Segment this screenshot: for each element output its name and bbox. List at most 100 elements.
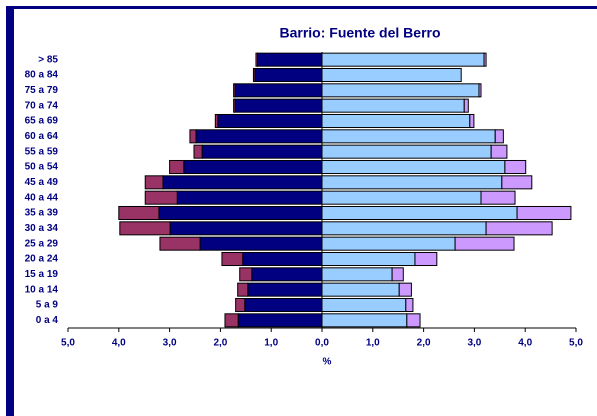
bar bbox=[463, 98, 469, 113]
bar bbox=[235, 297, 246, 313]
x-tick-label: 4,0 bbox=[518, 338, 532, 349]
frame-top bbox=[6, 6, 597, 9]
bar bbox=[321, 282, 400, 297]
x-tick-label: 5,0 bbox=[569, 338, 583, 349]
bar bbox=[321, 98, 465, 113]
frame-left bbox=[6, 6, 14, 416]
bar bbox=[221, 251, 244, 267]
x-tick-label: 1,0 bbox=[264, 338, 278, 349]
bar bbox=[242, 251, 323, 267]
y-tick-label: 30 a 34 bbox=[25, 223, 59, 234]
bar bbox=[144, 190, 178, 205]
bar bbox=[516, 205, 572, 221]
bar bbox=[321, 144, 492, 159]
y-tick-label: 65 a 69 bbox=[25, 116, 59, 127]
y-tick-label: 60 a 64 bbox=[25, 131, 59, 142]
bar bbox=[321, 205, 518, 221]
x-tick-label: 3,0 bbox=[467, 338, 481, 349]
y-tick-label: 80 a 84 bbox=[25, 70, 59, 81]
bar bbox=[119, 221, 171, 236]
x-tick-label: 0,0 bbox=[315, 338, 329, 349]
bar bbox=[195, 129, 323, 144]
bar bbox=[504, 159, 527, 175]
bar bbox=[321, 113, 471, 129]
bar bbox=[169, 159, 185, 175]
bar bbox=[234, 83, 323, 98]
bar bbox=[391, 267, 404, 282]
y-tick-label: 35 a 39 bbox=[25, 208, 59, 219]
bar bbox=[234, 98, 323, 113]
bar bbox=[239, 267, 253, 282]
bar bbox=[483, 52, 487, 67]
x-tick-label: 4,0 bbox=[112, 338, 126, 349]
x-tick-label: 3,0 bbox=[163, 338, 177, 349]
bar bbox=[144, 175, 164, 190]
bar bbox=[494, 129, 504, 144]
x-tick-label: 5,0 bbox=[61, 338, 75, 349]
x-axis-label: % bbox=[323, 357, 332, 368]
bar bbox=[321, 297, 407, 313]
bar bbox=[237, 313, 323, 328]
bar bbox=[199, 236, 323, 251]
bar bbox=[169, 221, 323, 236]
bar bbox=[405, 297, 414, 313]
bar bbox=[478, 83, 482, 98]
y-tick-label: 15 a 19 bbox=[25, 269, 59, 280]
bar bbox=[398, 282, 412, 297]
bar bbox=[321, 52, 485, 67]
y-tick-label: 25 a 29 bbox=[25, 238, 59, 249]
y-tick-label: 40 a 44 bbox=[25, 192, 59, 203]
y-tick-label: 75 a 79 bbox=[25, 85, 59, 96]
bar bbox=[321, 190, 482, 205]
bar bbox=[490, 144, 508, 159]
bar bbox=[162, 175, 323, 190]
bar bbox=[321, 267, 393, 282]
x-tick-label: 2,0 bbox=[417, 338, 431, 349]
bar bbox=[189, 129, 197, 144]
bar bbox=[321, 159, 506, 175]
bar bbox=[485, 221, 553, 236]
y-tick-label: 5 a 9 bbox=[36, 300, 59, 311]
bar bbox=[414, 251, 438, 267]
bar bbox=[233, 98, 236, 113]
y-tick-label: 20 a 24 bbox=[25, 254, 59, 265]
bar bbox=[224, 313, 239, 328]
bar bbox=[256, 52, 323, 67]
bar bbox=[321, 83, 480, 98]
bar bbox=[214, 113, 219, 129]
chart-title: Barrio: Fuente del Berro bbox=[279, 25, 440, 41]
bar bbox=[321, 175, 503, 190]
y-tick-label: 55 a 59 bbox=[25, 146, 59, 157]
bar bbox=[158, 205, 323, 221]
bar bbox=[193, 144, 203, 159]
y-tick-label: 0 a 4 bbox=[36, 315, 59, 326]
bar bbox=[252, 67, 256, 83]
bar bbox=[255, 52, 258, 67]
y-tick-label: > 85 bbox=[38, 54, 58, 65]
y-tick-label: 10 a 14 bbox=[25, 284, 59, 295]
bar bbox=[159, 236, 201, 251]
bar bbox=[247, 282, 323, 297]
bar bbox=[183, 159, 323, 175]
y-tick-label: 45 a 49 bbox=[25, 177, 59, 188]
bar bbox=[321, 251, 416, 267]
bar bbox=[321, 67, 462, 83]
y-tick-label: 70 a 74 bbox=[25, 100, 59, 111]
bar bbox=[321, 313, 408, 328]
bar bbox=[321, 129, 496, 144]
bar bbox=[406, 313, 421, 328]
x-tick-label: 2,0 bbox=[213, 338, 227, 349]
bar bbox=[254, 67, 323, 83]
bar bbox=[217, 113, 323, 129]
bar bbox=[480, 190, 516, 205]
bar bbox=[201, 144, 323, 159]
x-tick-label: 1,0 bbox=[366, 338, 380, 349]
bar bbox=[454, 236, 515, 251]
bar bbox=[233, 83, 236, 98]
y-tick-label: 50 a 54 bbox=[25, 162, 59, 173]
bar bbox=[501, 175, 533, 190]
bar bbox=[237, 282, 249, 297]
bar bbox=[176, 190, 323, 205]
